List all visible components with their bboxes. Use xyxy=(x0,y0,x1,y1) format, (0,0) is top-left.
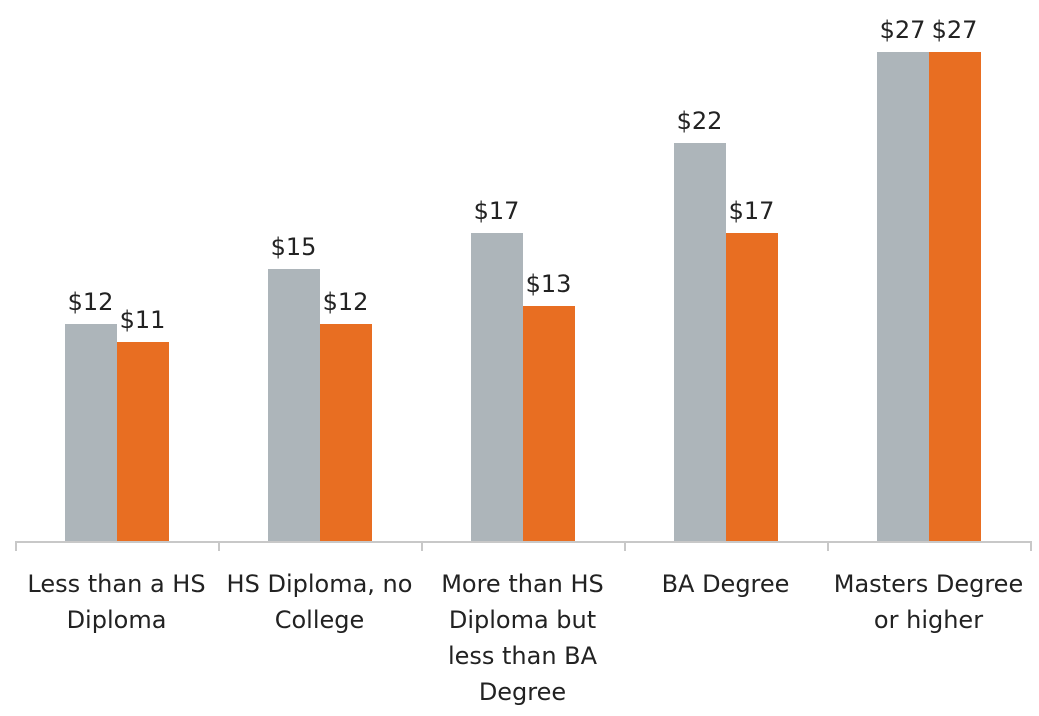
tick xyxy=(624,541,626,551)
data-label: $12 xyxy=(322,287,369,316)
data-label: $27 xyxy=(931,16,978,44)
data-label: $22 xyxy=(676,106,723,135)
data-label: $17 xyxy=(728,197,775,226)
bar xyxy=(928,52,981,541)
tick xyxy=(1030,541,1032,551)
bar xyxy=(673,142,726,541)
x-tick-label: HS Diploma, no College xyxy=(226,570,413,634)
tick xyxy=(218,541,220,551)
tick xyxy=(15,541,17,551)
bar xyxy=(522,305,575,541)
tick xyxy=(827,541,829,551)
bar xyxy=(319,323,372,541)
x-axis xyxy=(15,541,1030,543)
tick xyxy=(421,541,423,551)
data-label: $17 xyxy=(473,197,520,226)
data-label: $12 xyxy=(67,287,114,316)
bar xyxy=(876,52,929,541)
data-label: $27 xyxy=(879,16,926,44)
data-label: $11 xyxy=(119,305,166,334)
bar xyxy=(725,233,778,541)
bar xyxy=(116,341,169,541)
bar xyxy=(267,269,320,541)
x-tick-label: BA Degree xyxy=(661,570,790,598)
bar xyxy=(470,233,523,541)
data-label: $13 xyxy=(525,269,572,298)
x-tick-label: Masters Degree or higher xyxy=(833,570,1024,634)
x-tick-label: More than HS Diploma but less than BA De… xyxy=(441,570,604,706)
x-tick-label: Less than a HS Diploma xyxy=(27,570,206,634)
bar xyxy=(64,323,117,541)
data-label: $15 xyxy=(270,233,317,262)
